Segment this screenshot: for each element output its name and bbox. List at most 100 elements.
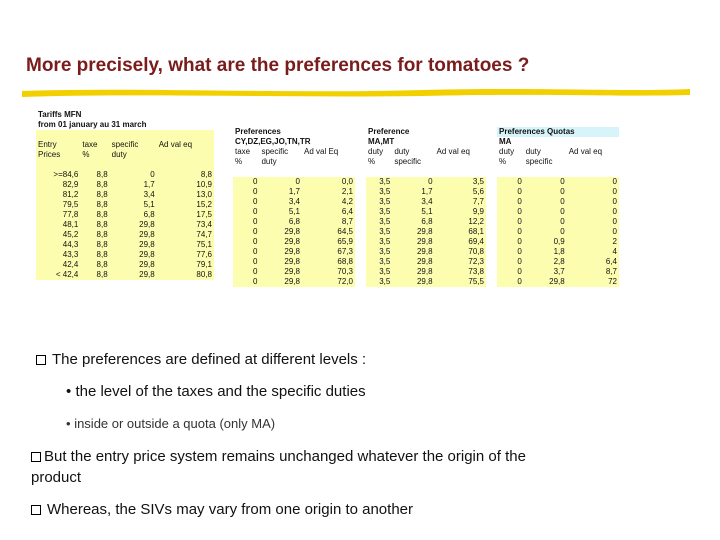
bullet-1: The preferences are defined at different… [36,351,366,368]
table-cell: 0 [612,217,617,226]
table-cell: 0 [560,217,565,226]
table-row: 0 1,8 4 [497,247,619,257]
table-cell: 29,8 [284,227,300,236]
table-cell: duty [368,147,384,156]
table-cell: 79,5 [62,200,79,209]
table-row: 0 29,8 72,0 [233,277,355,287]
table-cell: 8,8 [96,270,108,279]
table-row: 0 1,7 2,1 [233,187,355,197]
table-cell [157,150,214,160]
table-cell: 82,9 [62,180,79,189]
table-cell: taxe [235,147,251,156]
table-cell: duty [394,147,410,156]
table-cell: 5,1 [143,200,155,209]
table-cell: 2,8 [553,257,565,266]
table-cell: 3,5 [379,187,391,196]
table-cell: 3,5 [379,237,391,246]
table-cell: 3,5 [379,247,391,256]
table-row: 0 29,8 67,3 [233,247,355,257]
table-cell: 0 [517,177,522,186]
table-cell: 68,1 [468,227,484,236]
table-cell: 0,9 [553,237,565,246]
table-cell: 0 [253,277,258,286]
table-cell: 0 [517,217,522,226]
table-row: 3,5 1,7 5,6 [366,187,486,197]
pref3-header-2: MA [499,137,512,146]
table-cell: 0 [253,267,258,276]
table-cell: 3,5 [472,177,484,186]
table-cell: 29,8 [139,220,155,229]
table-row: 44,3 8,8 29,8 75,1 [36,240,214,250]
table-cell: 0 [612,207,617,216]
table-cell: 7,7 [472,197,484,206]
table-cell: 0 [517,197,522,206]
table-cell: 2,1 [341,187,353,196]
table-row: 77,8 8,8 6,8 17,5 [36,210,214,220]
pref2-header-1: Preference [368,127,410,136]
table-row: 0 29,8 65,9 [233,237,355,247]
table-row: 0 0 0 [497,227,619,237]
table-cell: 8,7 [605,267,617,276]
table-cell: 44,3 [62,240,79,249]
table-cell: 6,8 [288,217,300,226]
table-cell: 0 [295,177,300,186]
table-cell: duty [261,157,277,166]
preferences-cy-table: Preferences CY,DZ,EG,JO,TN,TR taxe specif… [233,127,355,287]
table-row: 3,5 6,8 12,2 [366,217,486,227]
table-cell: 29,8 [139,260,155,269]
table-cell: 8,8 [96,180,108,189]
table-cell: 0 [560,187,565,196]
table-cell: 29,8 [284,267,300,276]
table-cell: 0 [517,247,522,256]
mfn-header-2: from 01 january au 31 march [38,120,147,129]
table-cell: 29,8 [139,270,155,279]
table-cell: 72,3 [468,257,484,266]
table-row: 3,5 29,8 68,1 [366,227,486,237]
table-cell: specific [394,157,421,166]
table-cell: 0 [253,247,258,256]
table-cell: 29,8 [416,227,433,236]
table-cell: 2 [612,237,617,246]
mfn-header-1: Tariffs MFN [38,110,82,119]
table-cell: 4,2 [341,197,353,206]
table-cell: 0 [517,267,522,276]
table-row: 3,5 29,8 75,5 [366,277,486,287]
table-cell: 70,8 [468,247,484,256]
table-cell: 0 [517,207,522,216]
table-cell: 1,7 [288,187,300,196]
col-specific: specific [111,140,139,149]
table-cell: 3,5 [379,257,391,266]
table-row: 0 29,8 68,8 [233,257,355,267]
checkbox-bullet-icon [31,452,41,462]
table-cell [567,157,619,167]
table-cell: 6,4 [341,207,353,216]
table-row: 48,1 8,8 29,8 73,4 [36,220,214,230]
table-cell: 29,8 [284,247,300,256]
table-row: 3,5 3,4 7,7 [366,197,486,207]
table-cell: 68,8 [337,257,353,266]
table-cell: 3,4 [288,197,300,206]
table-cell: 29,8 [139,230,155,239]
preferences-quotas-table: Preferences Quotas MA duty duty Ad val eq … [497,127,619,287]
table-row: 3,5 0 3,5 [366,177,486,187]
table-cell: 6,8 [421,217,433,226]
table-cell: specific [525,157,553,166]
table-cell: 29,8 [549,277,565,286]
table-cell: 17,5 [196,210,212,219]
table-row: < 42,4 8,8 29,8 80,8 [36,270,214,280]
table-cell: 4 [612,247,617,256]
table-cell: 0 [612,187,617,196]
table-cell: 5,6 [472,187,484,196]
table-cell: 9,9 [472,207,484,216]
table-row: 45,2 8,8 29,8 74,7 [36,230,214,240]
table-cell: 8,8 [96,190,108,199]
table-cell: 69,4 [468,237,484,246]
table-cell: 3,5 [379,277,391,286]
table-cell: 0 [517,237,522,246]
table-cell: 0 [253,217,258,226]
table-cell: 0 [560,227,565,236]
bullet-2: But the entry price system remains uncha… [31,448,526,465]
table-row: 0 29,8 70,3 [233,267,355,277]
table-cell: 81,2 [62,190,79,199]
checkbox-bullet-icon [36,355,46,365]
